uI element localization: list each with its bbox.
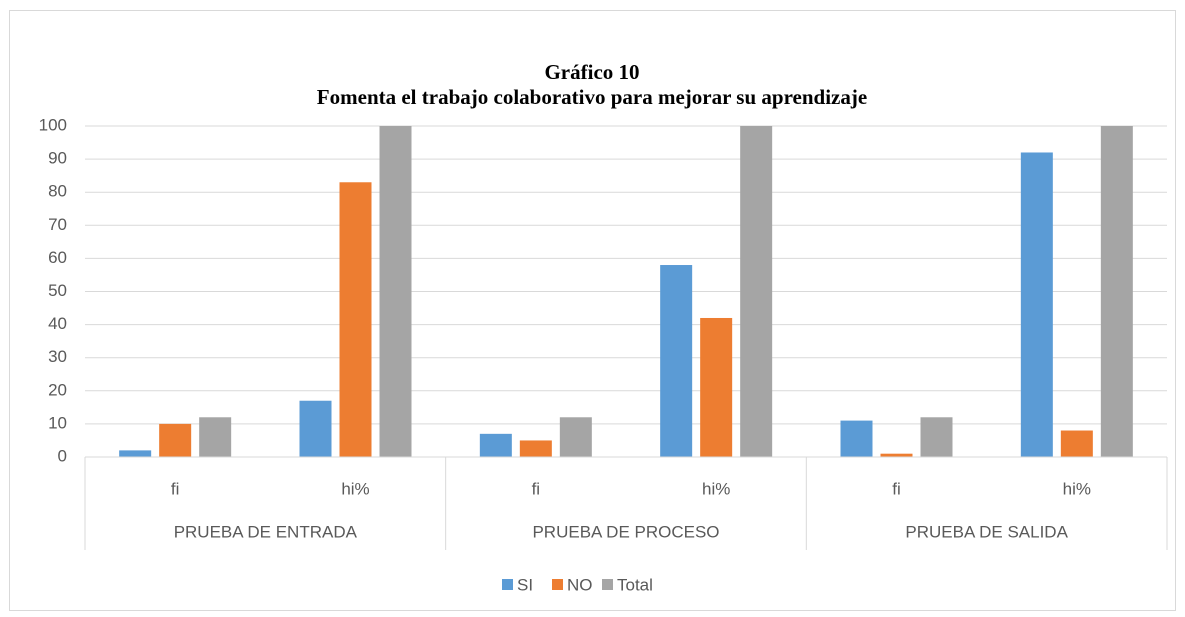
bar [159, 423, 192, 457]
y-tick-label: 50 [48, 281, 67, 300]
y-tick-label: 0 [58, 446, 67, 465]
x-tick-label: fi [532, 479, 541, 498]
y-tick-label: 40 [48, 314, 67, 333]
bar [519, 440, 552, 457]
group-label: PRUEBA DE SALIDA [905, 522, 1068, 541]
bar [479, 433, 512, 457]
x-tick-label: hi% [341, 479, 369, 498]
x-tick-label: fi [892, 479, 901, 498]
bar [920, 417, 953, 457]
legend-swatch [552, 579, 563, 590]
chart-title: Gráfico 10 [544, 60, 639, 84]
bar [199, 417, 232, 457]
chart-frame [9, 10, 1176, 611]
legend-swatch [602, 579, 613, 590]
y-tick-label: 60 [48, 248, 67, 267]
bar [119, 450, 152, 457]
y-tick-label: 90 [48, 149, 67, 168]
group-label: PRUEBA DE PROCESO [532, 522, 719, 541]
bar [880, 453, 913, 457]
bar [339, 182, 372, 457]
bar [700, 317, 733, 457]
bar [1020, 152, 1053, 458]
x-tick-label: hi% [1063, 479, 1091, 498]
y-tick-label: 10 [48, 413, 67, 432]
legend-label: Total [617, 575, 653, 594]
legend-label: SI [517, 575, 533, 594]
x-tick-label: hi% [702, 479, 730, 498]
legend-label: NO [567, 575, 593, 594]
legend-swatch [502, 579, 513, 590]
bar [1100, 126, 1133, 457]
bar [559, 417, 592, 457]
chart-subtitle: Fomenta el trabajo colaborativo para mej… [317, 85, 867, 109]
bar [740, 126, 773, 457]
bar [840, 420, 873, 457]
bar [660, 265, 693, 457]
x-tick-label: fi [171, 479, 180, 498]
y-tick-label: 70 [48, 215, 67, 234]
bar [1060, 430, 1093, 457]
y-tick-label: 100 [39, 115, 67, 134]
bar [299, 400, 332, 457]
group-label: PRUEBA DE ENTRADA [174, 522, 358, 541]
y-tick-label: 30 [48, 347, 67, 366]
bar [379, 126, 412, 457]
y-tick-label: 80 [48, 182, 67, 201]
y-tick-label: 20 [48, 380, 67, 399]
